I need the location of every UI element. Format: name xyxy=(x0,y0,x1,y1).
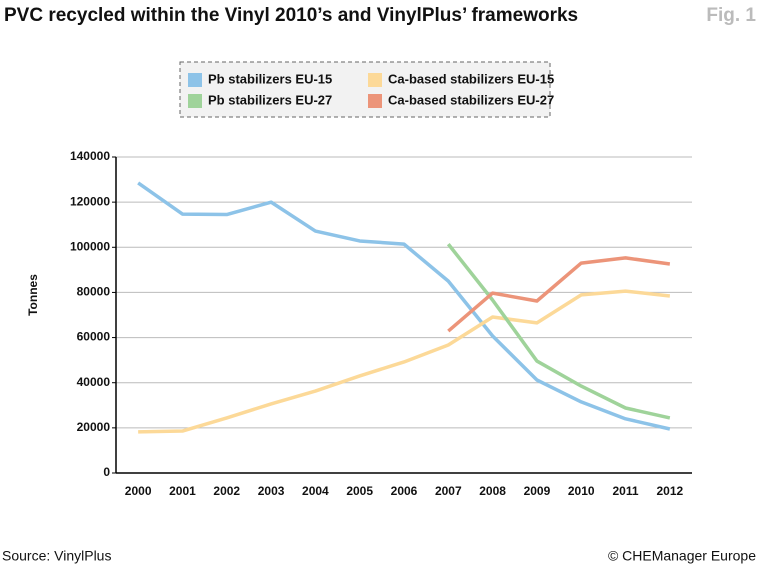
series-line xyxy=(138,289,671,434)
x-tick-label: 2000 xyxy=(125,484,152,498)
y-tick-label: 100000 xyxy=(70,239,110,253)
figure-label: Fig. 1 xyxy=(706,5,756,26)
legend-label: Pb stabilizers EU-27 xyxy=(208,92,332,107)
y-tick-label: 60000 xyxy=(77,330,111,344)
x-tick-label: 2006 xyxy=(391,484,418,498)
x-tick-label: 2010 xyxy=(568,484,595,498)
x-tick-label: 2001 xyxy=(169,484,196,498)
x-tick-label: 2009 xyxy=(524,484,551,498)
legend-box xyxy=(179,61,551,118)
series-line xyxy=(447,256,671,333)
legend-label: Ca-based stabilizers EU-15 xyxy=(388,71,554,86)
x-tick-label: 2002 xyxy=(213,484,240,498)
y-tick-label: 20000 xyxy=(77,420,111,434)
chart-title: PVC recycled within the Vinyl 2010’s and… xyxy=(4,5,578,26)
x-tick-label: 2003 xyxy=(258,484,285,498)
y-tick-label: 40000 xyxy=(77,375,111,389)
legend-label: Ca-based stabilizers EU-27 xyxy=(388,92,554,107)
x-tick-label: 2004 xyxy=(302,484,329,498)
y-axis-label: Tonnes xyxy=(26,274,40,316)
series-line xyxy=(137,181,671,431)
credit: © CHEManager Europe xyxy=(608,548,756,564)
legend-label: Pb stabilizers EU-15 xyxy=(208,71,332,86)
legend-swatch xyxy=(368,94,382,108)
y-tick-label: 80000 xyxy=(77,285,111,299)
source: Source: VinylPlus xyxy=(2,548,111,564)
legend-swatch xyxy=(188,73,202,87)
x-tick-label: 2008 xyxy=(479,484,506,498)
y-tick-label: 0 xyxy=(103,465,110,479)
x-tick-label: 2007 xyxy=(435,484,462,498)
x-tick-label: 2005 xyxy=(346,484,373,498)
legend-swatch xyxy=(188,94,202,108)
series-line xyxy=(446,243,671,420)
x-tick-label: 2012 xyxy=(656,484,683,498)
legend-swatch xyxy=(368,73,382,87)
y-tick-label: 120000 xyxy=(70,194,110,208)
x-tick-label: 2011 xyxy=(613,484,639,498)
y-tick-label: 140000 xyxy=(70,149,110,163)
